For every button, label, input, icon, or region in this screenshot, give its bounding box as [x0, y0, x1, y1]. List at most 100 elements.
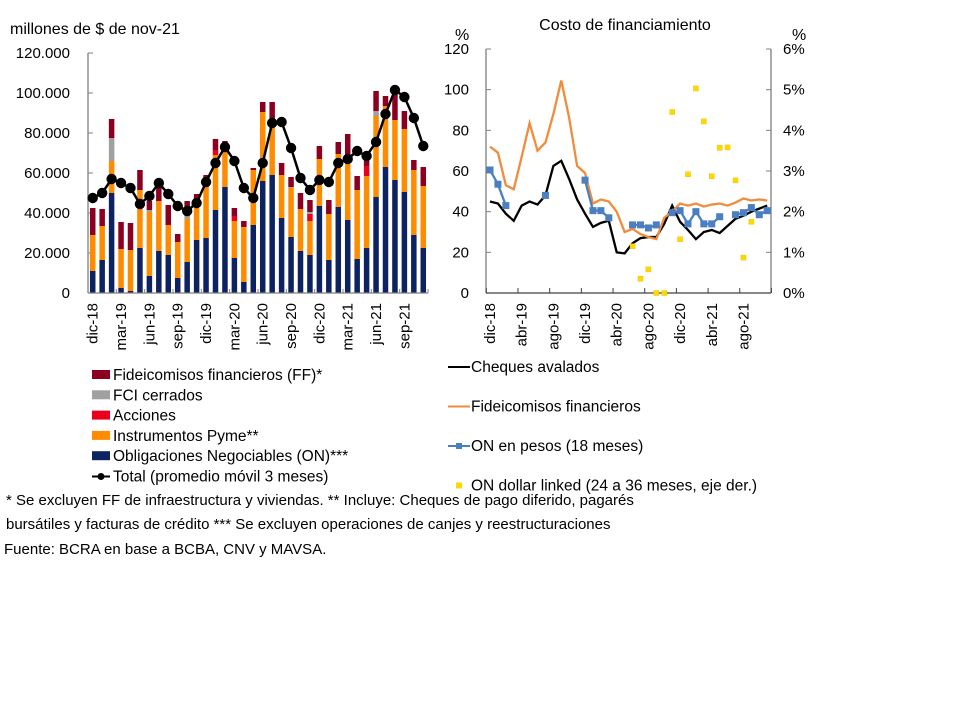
bar-segment-instrumentos-pyme — [269, 121, 275, 175]
bar-segment-fci-cerrados — [288, 187, 294, 188]
left-y-tick-label: 20.000 — [24, 245, 70, 262]
bar-segment-obligaciones-negociables-on — [307, 255, 313, 293]
bar-segment-obligaciones-negociables-on — [184, 262, 190, 293]
on-dollar-linked-a-meses-eje-der-point — [669, 109, 675, 115]
bar-segment-instrumentos-pyme — [401, 129, 408, 192]
total-line-point — [399, 91, 410, 103]
right-x-tick-label: dic-20 — [672, 303, 689, 344]
bar-segment-fideicomisos-financieros-ff — [373, 91, 379, 111]
legend-label: ON en pesos (18 meses) — [471, 438, 643, 455]
bar-segment-fideicomisos-financieros-ff — [127, 223, 134, 250]
bar-segment-instrumentos-pyme — [118, 249, 124, 288]
on-en-pesos-meses-point — [581, 176, 589, 184]
legend-swatch — [92, 410, 110, 420]
bar-segment-obligaciones-negociables-on — [411, 235, 417, 293]
bar-segment-fideicomisos-financieros-ff — [420, 167, 427, 186]
left-x-tick-label: dic-19 — [198, 303, 215, 344]
on-en-pesos-meses-point — [732, 211, 740, 219]
total-line-point — [153, 177, 165, 189]
total-line-point — [342, 153, 353, 165]
legend-label: Total (promedio móvil 3 meses) — [113, 469, 328, 486]
on-en-pesos-meses-point — [676, 207, 684, 215]
right-left-axis-unit: % — [455, 27, 469, 44]
total-line-point — [87, 192, 98, 204]
bar-segment-instrumentos-pyme — [212, 155, 219, 210]
right-x-tick-label: abr-21 — [704, 303, 721, 346]
bar-segment-obligaciones-negociables-on — [354, 259, 360, 293]
total-line-point — [172, 200, 183, 212]
bar-segment-obligaciones-negociables-on — [259, 181, 266, 293]
bar-segment-fideicomisos-financieros-ff — [363, 159, 370, 166]
bar-segment-instrumentos-pyme — [392, 120, 398, 180]
right-y-ticks-right: 0% 1% 2% 3% 4% 5% 6% — [766, 41, 805, 302]
bar-segment-fideicomisos-financieros-ff — [335, 142, 342, 154]
bar-segment-obligaciones-negociables-on — [127, 291, 134, 293]
bar-segment-obligaciones-negociables-on — [316, 206, 323, 293]
left-y-tick-label: 80.000 — [24, 125, 70, 142]
total-line-point — [370, 136, 382, 148]
bar-segment-instrumentos-pyme — [137, 190, 143, 248]
on-en-pesos-meses-point — [739, 209, 747, 217]
total-line-point — [248, 192, 259, 204]
total-line-point — [380, 108, 391, 120]
total-line-point — [181, 205, 193, 217]
left-chart-financing-volume: millones de $ de nov-21 0 20.000 40.000 60.… — [10, 21, 429, 486]
bar-segment-obligaciones-negociables-on — [231, 258, 238, 293]
bar-segment-fideicomisos-financieros-ff — [118, 222, 124, 249]
left-x-tick-label: sep-21 — [396, 303, 413, 349]
bar-segment-obligaciones-negociables-on — [241, 282, 247, 293]
bar-segment-instrumentos-pyme — [288, 188, 294, 237]
left-bars — [89, 91, 427, 293]
bar-segment-fci-cerrados — [373, 111, 379, 116]
total-line-point — [144, 190, 155, 202]
total-line-point — [210, 157, 221, 169]
left-x-tick-label: mar-19 — [113, 303, 130, 351]
bar-segment-fideicomisos-financieros-ff — [326, 200, 332, 214]
source-note: Fuente: BCRA en base a BCBA, CNV y MAVSA… — [4, 541, 327, 558]
left-y-tick-label: 120.000 — [16, 45, 70, 62]
on-en-pesos-meses-point — [597, 207, 605, 215]
total-line-point — [238, 182, 250, 194]
bar-segment-obligaciones-negociables-on — [392, 180, 398, 293]
bar-segment-obligaciones-negociables-on — [99, 260, 105, 293]
right-y-ticks-left: 0 20 40 60 80 100 120 — [444, 41, 491, 302]
bar-segment-acciones — [307, 214, 313, 221]
bar-segment-obligaciones-negociables-on — [420, 248, 427, 293]
total-line-point — [134, 198, 146, 210]
total-line-point — [333, 157, 344, 169]
right-x-tick-label: ago-19 — [545, 303, 562, 350]
bar-segment-fideicomisos-financieros-ff — [156, 184, 162, 201]
footnote-line-2: bursátiles y facturas de crédito *** Se … — [6, 516, 611, 533]
on-en-pesos-meses-point — [541, 191, 549, 199]
bar-segment-fideicomisos-financieros-ff — [174, 234, 181, 242]
total-line-point — [361, 150, 372, 162]
right-x-tick-label: ago-21 — [735, 303, 752, 350]
right-left-y-tick-label: 40 — [452, 204, 469, 221]
right-left-y-tick-label: 100 — [444, 82, 469, 99]
on-dollar-linked-a-meses-eje-der-point — [709, 173, 715, 180]
cheques-avalados-line — [489, 159, 768, 255]
on-dollar-linked-a-meses-eje-der-point — [716, 145, 723, 151]
bar-segment-obligaciones-negociables-on — [137, 248, 143, 293]
total-line-point — [323, 176, 335, 188]
bar-segment-obligaciones-negociables-on — [382, 167, 389, 293]
total-line-point — [106, 173, 117, 185]
bar-segment-instrumentos-pyme — [297, 209, 304, 251]
bar-segment-acciones — [363, 166, 370, 176]
left-x-tick-label: sep-19 — [170, 303, 187, 349]
bar-segment-instrumentos-pyme — [363, 176, 370, 248]
on-en-pesos-meses-point — [644, 224, 652, 232]
right-x-tick-label: abr-19 — [514, 303, 531, 346]
bar-segment-obligaciones-negociables-on — [344, 220, 351, 293]
fideicomisos-financieros-line — [489, 80, 768, 241]
left-x-tick-label: dic-20 — [311, 303, 328, 344]
on-dollar-linked-a-meses-eje-der-point — [629, 243, 636, 249]
bar-segment-obligaciones-negociables-on — [222, 187, 228, 293]
right-x-tick-label: dic-18 — [482, 303, 499, 344]
left-legend: Fideicomisos financieros (FF)* FCI cerrad… — [92, 367, 348, 486]
total-line-point — [408, 112, 420, 124]
bar-segment-instrumentos-pyme — [127, 250, 134, 291]
legend-label: Fideicomisos financieros (FF)* — [113, 367, 322, 384]
bar-segment-fci-cerrados — [146, 210, 153, 212]
